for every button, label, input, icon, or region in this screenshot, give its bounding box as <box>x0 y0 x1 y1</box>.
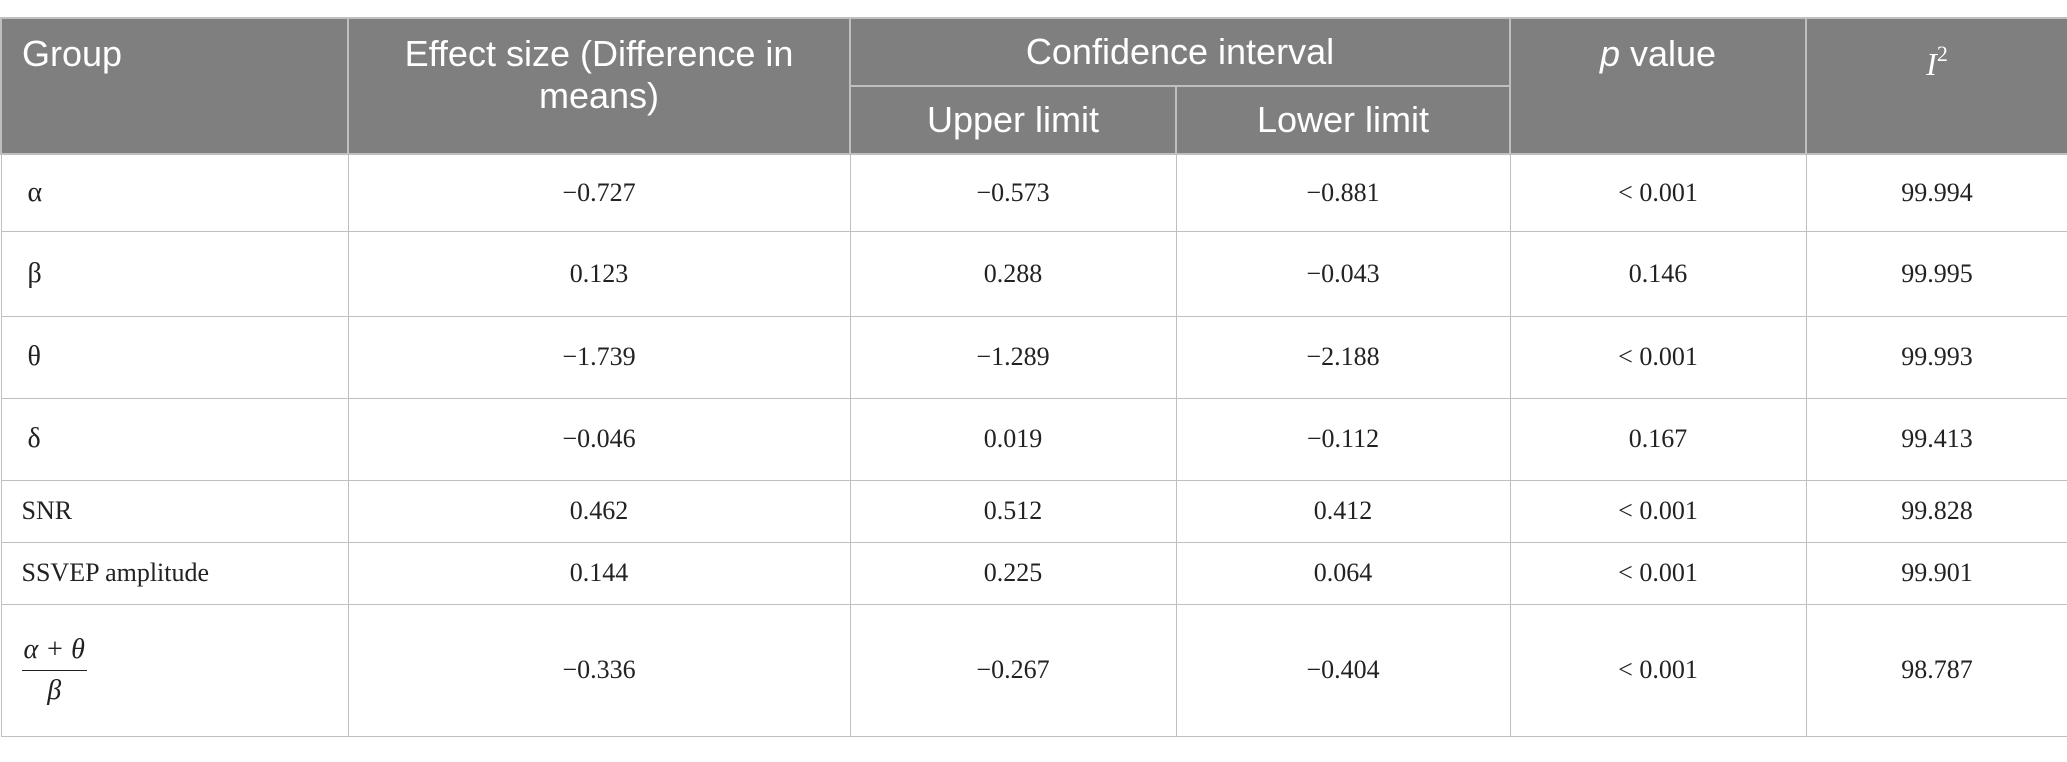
table-row: α + θ β −0.336 −0.267 −0.404 < 0.001 98.… <box>0 603 2067 737</box>
header-p-symbol: p <box>1599 33 1620 74</box>
fraction-formula: α + θ β <box>21 634 87 707</box>
cell-group: θ <box>0 315 349 399</box>
header-lower-limit: Lower limit <box>1175 85 1511 155</box>
cell-effect-size: −0.727 <box>347 153 851 232</box>
cell-lower-limit: −0.043 <box>1175 230 1511 317</box>
header-row-2: Upper limit Lower limit <box>1 85 2067 155</box>
cell-group: SNR <box>0 479 349 543</box>
header-i2-sup: 2 <box>1936 41 1948 66</box>
cell-effect-size: −0.046 <box>347 397 851 481</box>
cell-p-value: < 0.001 <box>1509 479 1807 543</box>
cell-effect-size: −1.739 <box>347 315 851 399</box>
header-confidence-interval: Confidence interval <box>849 17 1511 87</box>
cell-upper-limit: 0.512 <box>849 479 1177 543</box>
results-table: Group Effect size (Difference in means) … <box>0 17 2067 737</box>
cell-p-value: < 0.001 <box>1509 153 1807 232</box>
header-effect-size: Effect size (Difference in means) <box>347 17 851 155</box>
cell-p-value: 0.146 <box>1509 230 1807 317</box>
cell-group: α + θ β <box>0 603 349 737</box>
cell-lower-limit: 0.064 <box>1175 541 1511 605</box>
table-row: β 0.123 0.288 −0.043 0.146 99.995 <box>0 230 2067 317</box>
cell-lower-limit: 0.412 <box>1175 479 1511 543</box>
table-row: θ −1.739 −1.289 −2.188 < 0.001 99.993 <box>0 315 2067 399</box>
cell-lower-limit: −2.188 <box>1175 315 1511 399</box>
cell-i-squared: 99.995 <box>1805 230 2067 317</box>
header-upper-limit: Upper limit <box>849 85 1177 155</box>
header-row-1: Group Effect size (Difference in means) … <box>0 17 2067 155</box>
cell-group: β <box>0 230 349 317</box>
table-row: δ −0.046 0.019 −0.112 0.167 99.413 <box>0 397 2067 481</box>
cell-upper-limit: −0.267 <box>849 603 1177 737</box>
cell-i-squared: 99.993 <box>1805 315 2067 399</box>
cell-upper-limit: 0.019 <box>849 397 1177 481</box>
table-row: SSVEP amplitude 0.144 0.225 0.064 < 0.00… <box>0 541 2067 605</box>
cell-lower-limit: −0.404 <box>1175 603 1511 737</box>
cell-upper-limit: −0.573 <box>849 153 1177 232</box>
cell-p-value: 0.167 <box>1509 397 1807 481</box>
cell-i-squared: 99.994 <box>1805 153 2067 232</box>
cell-group: α <box>0 153 349 232</box>
header-i2-symbol: I2 <box>1926 41 1948 82</box>
header-i2-base: I <box>1926 46 1937 82</box>
header-i-squared: I2 <box>1805 17 2067 155</box>
header-p-value: p value <box>1509 17 1807 155</box>
cell-upper-limit: 0.288 <box>849 230 1177 317</box>
table-row: SNR 0.462 0.512 0.412 < 0.001 99.828 <box>0 479 2067 543</box>
header-p-label: value <box>1619 33 1717 74</box>
cell-group: δ <box>0 397 349 481</box>
cell-p-value: < 0.001 <box>1509 541 1807 605</box>
cell-effect-size: 0.123 <box>347 230 851 317</box>
results-table-container: Group Effect size (Difference in means) … <box>0 17 2067 737</box>
cell-i-squared: 99.901 <box>1805 541 2067 605</box>
cell-effect-size: 0.144 <box>347 541 851 605</box>
table-row: α −0.727 −0.573 −0.881 < 0.001 99.994 <box>0 153 2067 232</box>
cell-group: SSVEP amplitude <box>0 541 349 605</box>
fraction-denominator: β <box>47 674 62 706</box>
cell-lower-limit: −0.881 <box>1175 153 1511 232</box>
table-header: Group Effect size (Difference in means) … <box>0 17 2067 155</box>
cell-upper-limit: 0.225 <box>849 541 1177 605</box>
fraction-numerator: α + θ <box>21 634 87 671</box>
header-group: Group <box>0 17 349 155</box>
cell-p-value: < 0.001 <box>1509 315 1807 399</box>
table-body: α −0.727 −0.573 −0.881 < 0.001 99.994 β … <box>0 153 2067 737</box>
cell-effect-size: −0.336 <box>347 603 851 737</box>
cell-effect-size: 0.462 <box>347 479 851 543</box>
cell-lower-limit: −0.112 <box>1175 397 1511 481</box>
cell-i-squared: 98.787 <box>1805 603 2067 737</box>
cell-upper-limit: −1.289 <box>849 315 1177 399</box>
cell-i-squared: 99.413 <box>1805 397 2067 481</box>
cell-p-value: < 0.001 <box>1509 603 1807 737</box>
cell-i-squared: 99.828 <box>1805 479 2067 543</box>
